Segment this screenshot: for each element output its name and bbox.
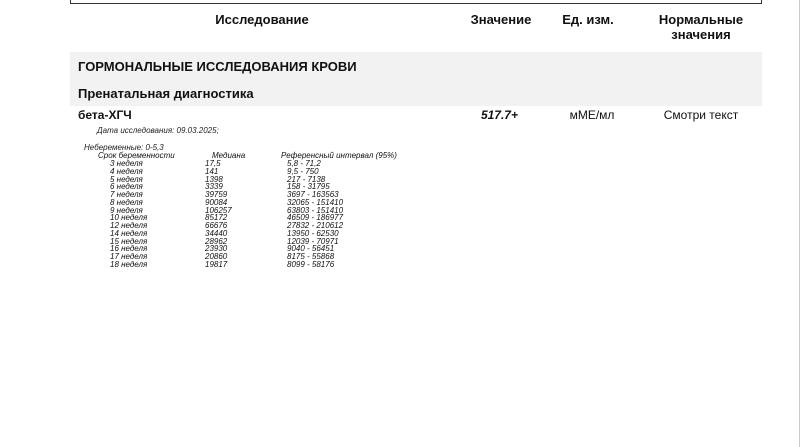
col-interval: Референсный интервал (95%)	[281, 151, 397, 160]
reference-row: 15 неделя 28962 12039 - 70971	[0, 236, 420, 246]
reference-row: 4 неделя 141 9,5 - 750	[0, 166, 420, 176]
test-unit: мМЕ/мл	[569, 108, 615, 122]
cell-median: 66676	[205, 221, 228, 230]
cell-median: 3339	[205, 182, 223, 192]
cell-median: 28962	[205, 236, 228, 246]
cell-interval: 9040 - 56451	[287, 244, 335, 254]
cell-median: 17,5	[205, 159, 221, 168]
page-edge	[799, 0, 800, 447]
cell-term: 12 неделя	[110, 221, 148, 230]
cell-term: 6 неделя	[110, 182, 143, 192]
test-value: 517.7+	[480, 108, 518, 122]
subsection-title: Пренатальная диагностика	[78, 86, 254, 101]
cell-median: 23930	[205, 244, 228, 254]
section-band	[70, 52, 762, 106]
reference-row: 18 неделя 19817 8099 - 58176	[0, 259, 420, 269]
cell-term: 7 неделя	[110, 190, 143, 199]
cell-term: 18 неделя	[110, 259, 148, 269]
cell-term: 17 неделя	[110, 252, 148, 261]
cell-interval: 8175 - 55868	[287, 252, 335, 261]
cell-term: 16 неделя	[110, 244, 148, 254]
cell-term: 10 неделя	[110, 213, 148, 223]
test-name: бета-ХГЧ	[78, 108, 132, 122]
reference-row: 14 неделя 34440 13950 - 62530	[0, 228, 420, 238]
normal-line2: значения	[671, 27, 731, 42]
test-date: Дата исследования: 09.03.2025;	[97, 126, 219, 135]
cell-interval: 27832 - 210612	[287, 221, 344, 230]
col-term: Срок беременности	[98, 151, 175, 160]
reference-row: 3 неделя 17,5 5,8 - 71,2	[0, 160, 420, 168]
cell-median: 90084	[205, 197, 228, 207]
cell-interval: 158 - 31795	[287, 182, 330, 192]
cell-interval: 217 - 7138	[287, 174, 326, 184]
cell-interval: 13950 - 62530	[287, 228, 339, 238]
cell-interval: 63803 - 151410	[287, 205, 344, 215]
reference-row: 7 неделя 39759 3697 - 163563	[0, 191, 420, 199]
cell-median: 1398	[205, 174, 223, 184]
cell-median: 39759	[205, 190, 228, 199]
cell-term: 3 неделя	[110, 159, 143, 168]
cell-interval: 46509 - 186977	[287, 213, 344, 223]
reference-row: 9 неделя 106257 63803 - 151410	[0, 205, 420, 215]
reference-row: 6 неделя 3339 158 - 31795	[0, 183, 420, 191]
reference-row: 16 неделя 23930 9040 - 56451	[0, 245, 420, 253]
cell-term: 14 неделя	[110, 228, 148, 238]
cell-interval: 32065 - 151410	[287, 197, 344, 207]
cell-term: 9 неделя	[110, 205, 143, 215]
col-median: Медиана	[212, 151, 246, 160]
reference-header-row: Срок беременности Медиана Референсный ин…	[0, 152, 420, 160]
reference-row: 12 неделя 66676 27832 - 210612	[0, 222, 420, 230]
cell-term: 15 неделя	[110, 236, 148, 246]
cell-median: 106257	[205, 205, 232, 215]
section-title: ГОРМОНАЛЬНЫЕ ИССЛЕДОВАНИЯ КРОВИ	[78, 59, 357, 74]
col-header-normal: Нормальные значения	[645, 12, 757, 42]
cell-interval: 5,8 - 71,2	[287, 159, 321, 168]
nonpregnant-norm: Небеременные: 0-5,3	[84, 143, 164, 152]
cell-median: 141	[205, 166, 219, 176]
cell-interval: 8099 - 58176	[287, 259, 335, 269]
cell-interval: 3697 - 163563	[287, 190, 339, 199]
cell-term: 5 неделя	[110, 174, 143, 184]
reference-row: 8 неделя 90084 32065 - 151410	[0, 197, 420, 207]
previous-box-border	[70, 0, 762, 4]
reference-row: 5 неделя 1398 217 - 7138	[0, 174, 420, 184]
col-header-value: Значение	[470, 12, 532, 27]
reference-table: Срок беременности Медиана Референсный ин…	[0, 152, 420, 302]
test-normal: Смотри текст	[663, 108, 739, 122]
reference-row: 17 неделя 20860 8175 - 55868	[0, 253, 420, 261]
cell-term: 8 неделя	[110, 197, 143, 207]
cell-term: 4 неделя	[110, 166, 143, 176]
normal-line1: Нормальные	[658, 12, 744, 27]
cell-interval: 12039 - 70971	[287, 236, 339, 246]
cell-median: 85172	[205, 213, 228, 223]
cell-median: 19817	[205, 259, 228, 269]
col-header-study: Исследование	[215, 12, 309, 27]
cell-median: 34440	[205, 228, 228, 238]
cell-median: 20860	[205, 252, 228, 261]
reference-row: 10 неделя 85172 46509 - 186977	[0, 214, 420, 222]
cell-interval: 9,5 - 750	[287, 166, 319, 176]
col-header-unit: Ед. изм.	[562, 12, 614, 27]
